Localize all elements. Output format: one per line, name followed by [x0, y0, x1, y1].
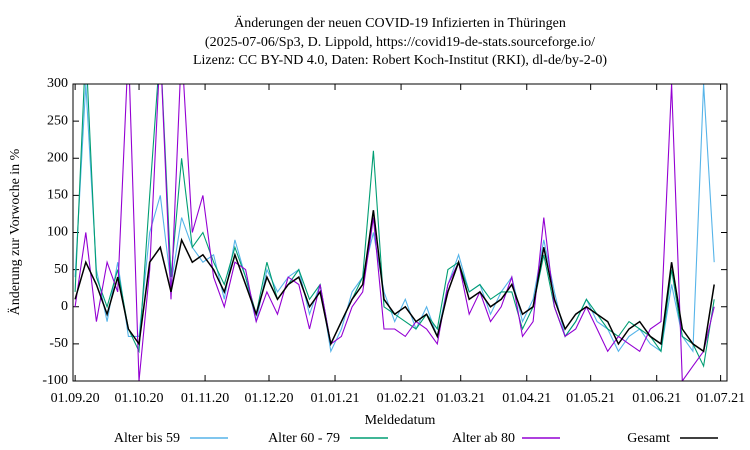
legend-label: Alter 60 - 79	[268, 431, 340, 446]
chart-title: Änderungen der neuen COVID-19 Infizierte…	[234, 14, 566, 31]
y-tick-label: -100	[42, 373, 68, 388]
chart-subtitle: (2025-07-06/Sp3, D. Lippold, https://cov…	[205, 35, 595, 50]
y-tick-label: 250	[47, 113, 68, 128]
y-tick-label: 200	[47, 150, 68, 165]
x-tick-label: 01.12.20	[244, 391, 293, 406]
y-tick-label: -50	[49, 336, 68, 351]
y-tick-label: 150	[47, 188, 68, 203]
plot-frame	[72, 83, 728, 382]
chart-subtitle: Lizenz: CC BY-ND 4.0, Daten: Robert Koch…	[193, 53, 607, 68]
series-line	[74, 84, 715, 368]
x-tick-label: 01.07.21	[696, 391, 745, 406]
x-axis-label: Meldedatum	[365, 413, 436, 428]
x-tick-label: 01.05.21	[566, 391, 615, 406]
x-tick-label: 01.01.21	[311, 391, 360, 406]
series-line	[74, 84, 715, 381]
y-axis-label: Änderung zur Vorwoche in %	[6, 148, 23, 315]
x-tick-label: 01.06.21	[632, 391, 681, 406]
y-tick-label: 300	[47, 76, 68, 91]
legend-label: Alter ab 80	[452, 431, 515, 446]
x-tick-label: 01.11.20	[181, 391, 229, 406]
x-tick-label: 01.02.21	[377, 391, 426, 406]
y-tick-label: 100	[47, 225, 68, 240]
x-tick-label: 01.10.20	[115, 391, 164, 406]
plot-area	[74, 84, 715, 381]
x-tick-label: 01.03.21	[436, 391, 485, 406]
x-tick-label: 01.04.21	[502, 391, 551, 406]
legend-label: Gesamt	[627, 431, 670, 446]
x-tick-label: 01.09.20	[51, 391, 100, 406]
series-line	[74, 210, 715, 353]
legend-label: Alter bis 59	[114, 431, 180, 446]
series-line	[74, 84, 715, 354]
y-tick-label: 50	[54, 262, 68, 277]
y-tick-label: 0	[61, 299, 68, 314]
